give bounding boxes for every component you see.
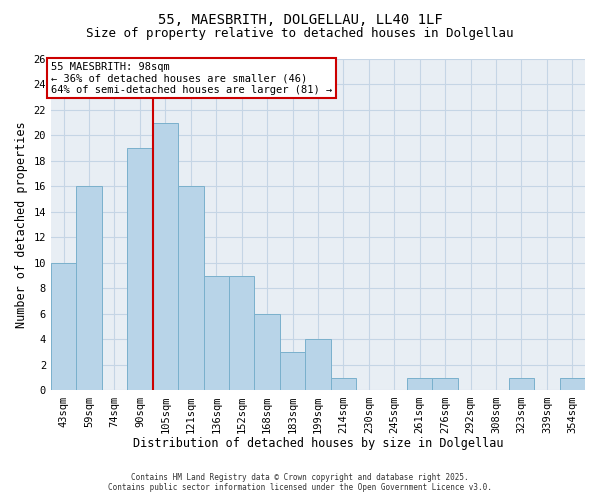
Bar bbox=[178, 186, 203, 390]
Bar bbox=[127, 148, 152, 390]
Text: Size of property relative to detached houses in Dolgellau: Size of property relative to detached ho… bbox=[86, 28, 514, 40]
Bar bbox=[76, 186, 102, 390]
Bar bbox=[254, 314, 280, 390]
Text: 55, MAESBRITH, DOLGELLAU, LL40 1LF: 55, MAESBRITH, DOLGELLAU, LL40 1LF bbox=[158, 12, 442, 26]
Bar bbox=[152, 122, 178, 390]
Bar bbox=[51, 263, 76, 390]
X-axis label: Distribution of detached houses by size in Dolgellau: Distribution of detached houses by size … bbox=[133, 437, 503, 450]
Bar bbox=[433, 378, 458, 390]
Bar bbox=[509, 378, 534, 390]
Bar bbox=[203, 276, 229, 390]
Bar bbox=[407, 378, 433, 390]
Text: 55 MAESBRITH: 98sqm
← 36% of detached houses are smaller (46)
64% of semi-detach: 55 MAESBRITH: 98sqm ← 36% of detached ho… bbox=[51, 62, 332, 94]
Bar bbox=[331, 378, 356, 390]
Bar bbox=[229, 276, 254, 390]
Bar bbox=[305, 340, 331, 390]
Y-axis label: Number of detached properties: Number of detached properties bbox=[15, 122, 28, 328]
Bar bbox=[280, 352, 305, 391]
Text: Contains HM Land Registry data © Crown copyright and database right 2025.
Contai: Contains HM Land Registry data © Crown c… bbox=[108, 473, 492, 492]
Bar bbox=[560, 378, 585, 390]
